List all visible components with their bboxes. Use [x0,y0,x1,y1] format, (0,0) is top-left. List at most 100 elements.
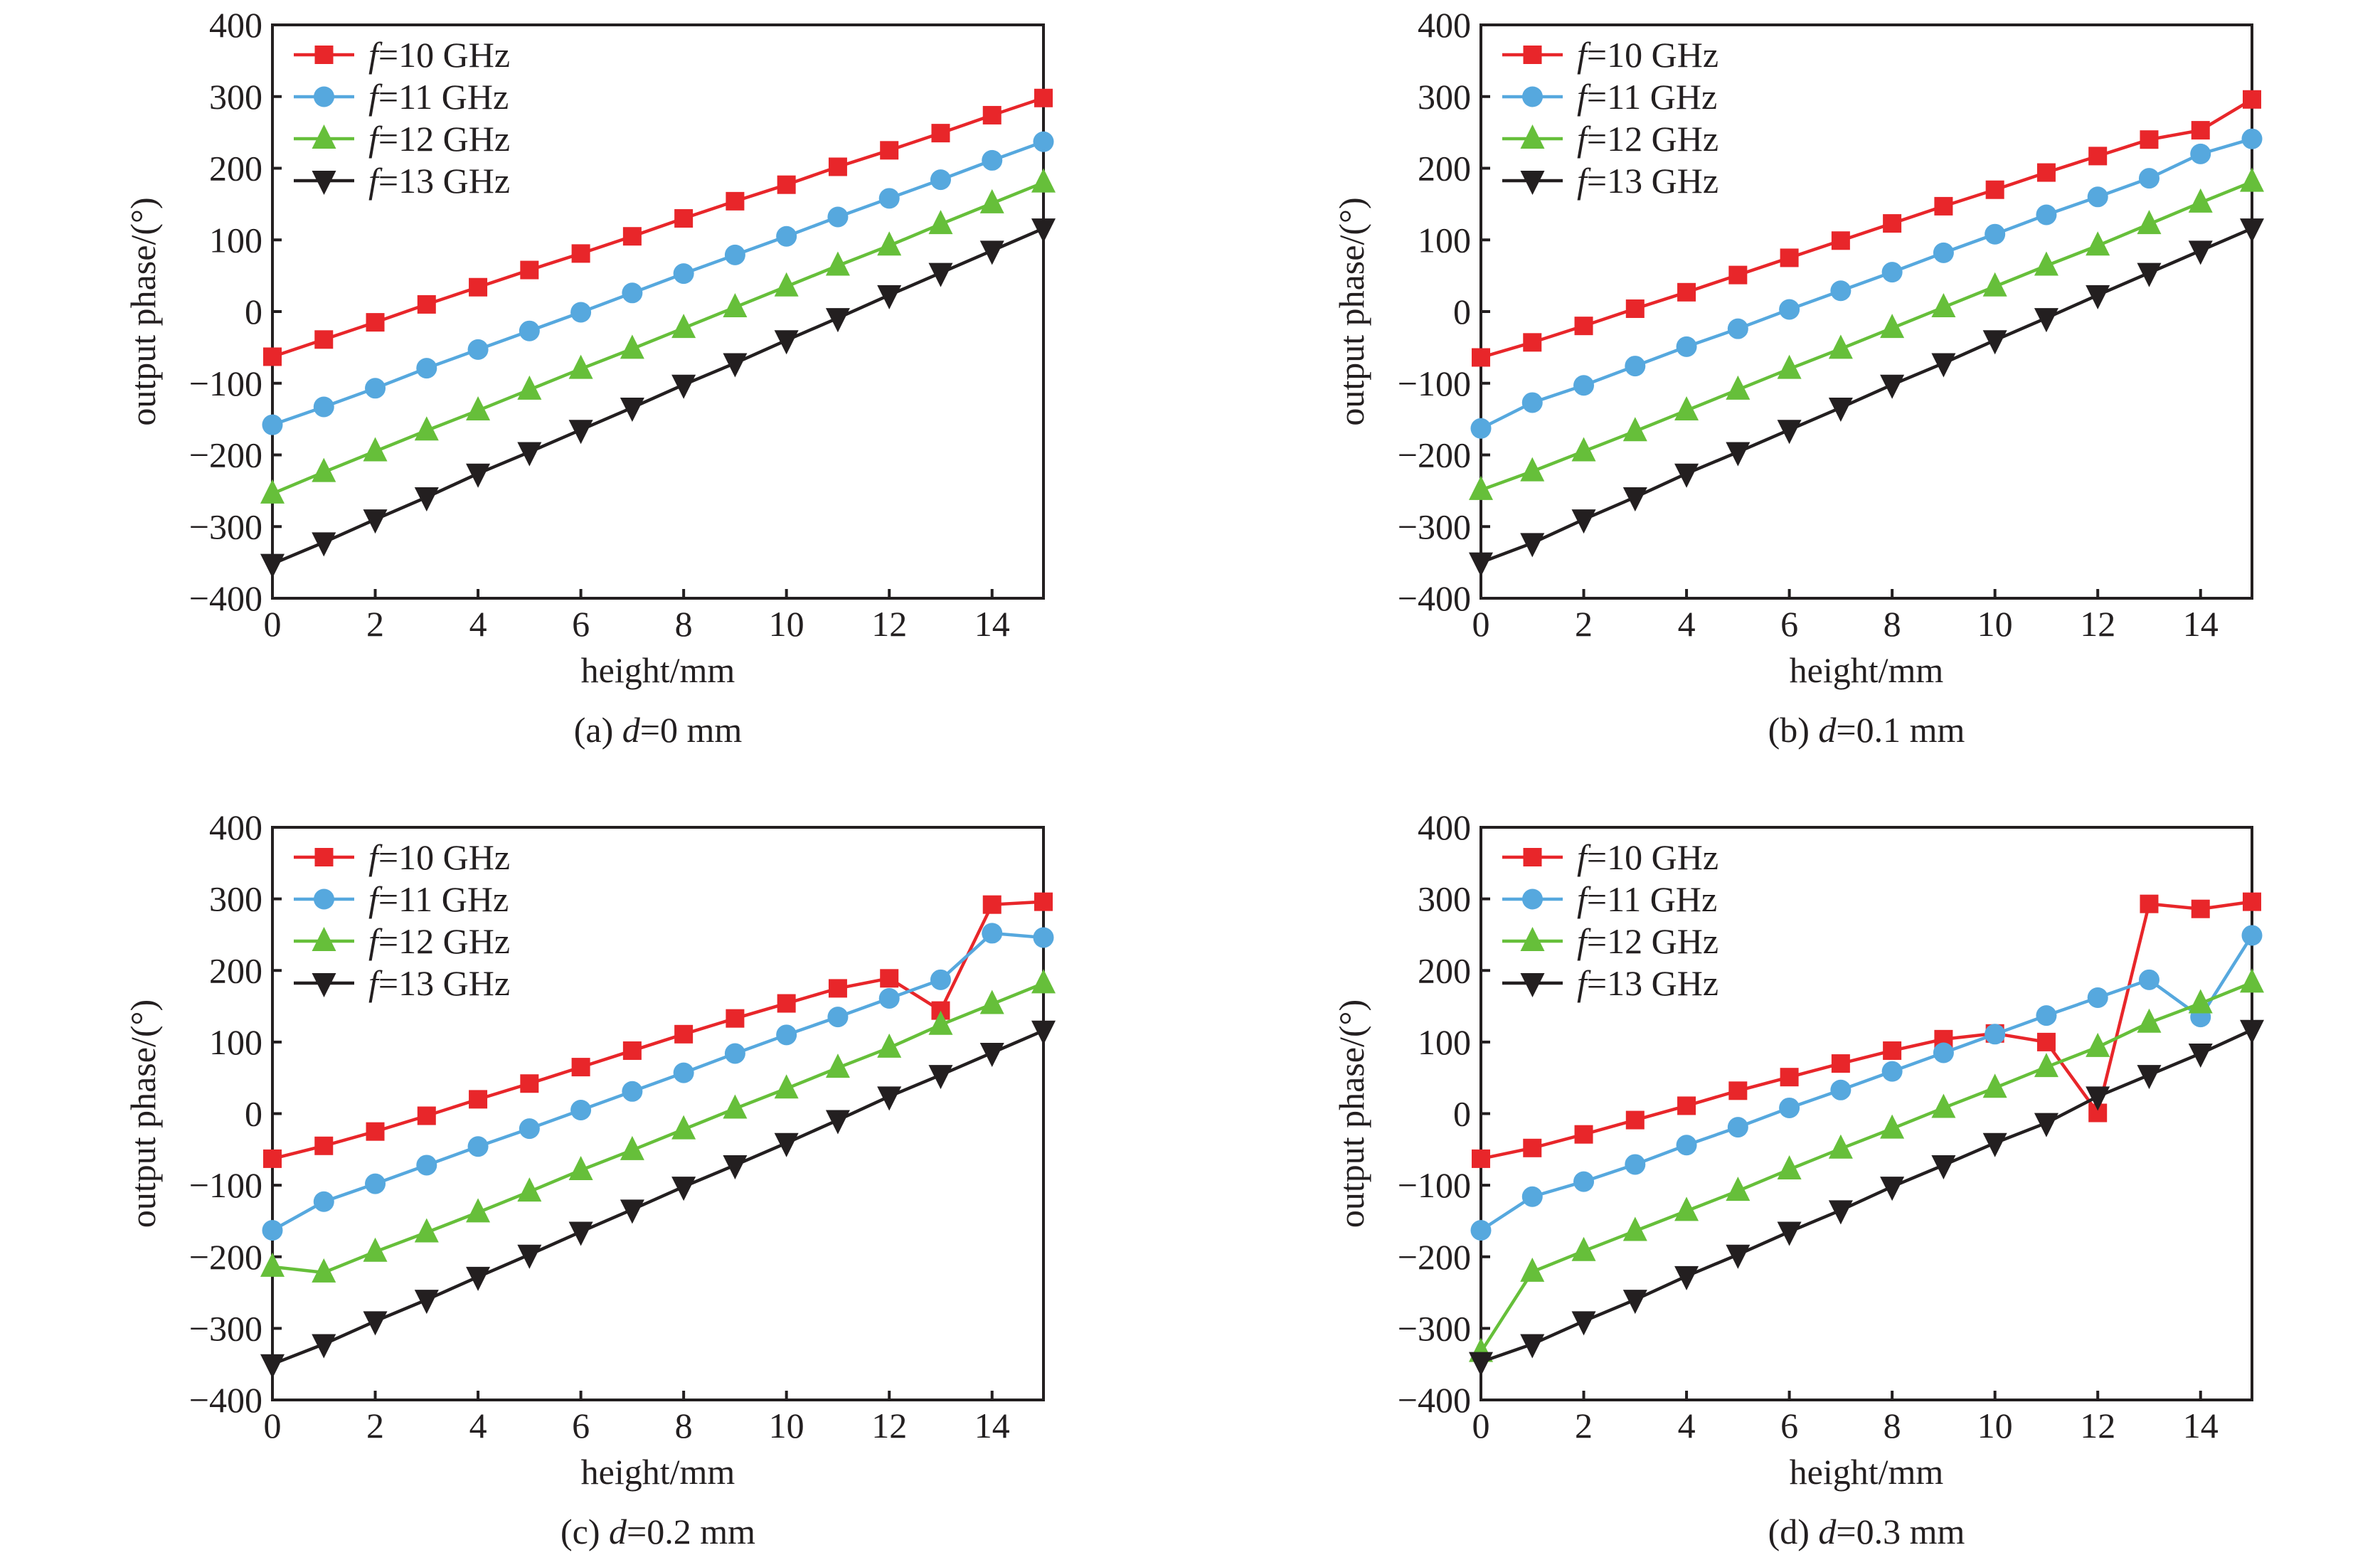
legend-label: f=10 GHz [1577,837,1718,877]
x-tick-label: 2 [366,604,384,644]
y-tick-label: −300 [189,506,262,546]
legend-label: f=12 GHz [1577,921,1718,961]
series-f-10-ghz [263,892,1053,1168]
y-tick-label: −200 [189,1237,262,1277]
data-point [827,1007,849,1028]
data-point [671,374,696,399]
data-point [2034,308,2058,333]
legend-marker-icon [1520,124,1545,149]
x-tick-label: 6 [1780,604,1798,644]
legend-item: f=13 GHz [1502,161,1718,201]
data-point [570,302,592,323]
y-tick-label: −400 [189,1380,262,1420]
series-f-10-ghz [263,88,1053,366]
series-line [272,140,1044,427]
data-point [366,313,385,332]
data-point [414,416,439,441]
legend-value: =12 GHz [378,921,510,961]
y-tick-label: 300 [209,77,262,117]
y-tick-label: 0 [1453,292,1471,331]
data-point [1031,969,1056,994]
data-point [517,375,542,400]
series-line [272,982,1044,1275]
legend-item: f=13 GHz [294,963,510,1003]
data-point [365,378,386,399]
data-point [1831,1054,1850,1073]
legend-item: f=12 GHz [294,119,510,159]
data-point [1727,1117,1748,1138]
data-point [877,285,902,309]
data-point [1622,1290,1647,1315]
data-point [1676,336,1697,357]
data-point [2188,1043,2213,1068]
caption-suffix: =0.1 mm [1836,710,1965,750]
data-point [774,1132,799,1157]
y-tick-label: 300 [209,879,262,919]
data-point [1523,1138,1542,1157]
series-f-13-ghz [1469,218,2264,577]
panel-caption: (c) d=0.2 mm [561,1512,755,1551]
data-point [1883,1041,1902,1060]
data-point [723,353,748,378]
data-point [568,354,593,379]
x-tick-label: 14 [2183,1406,2219,1445]
series-f-12-ghz [1469,968,2264,1362]
data-point [774,1074,799,1099]
data-point [1931,1093,1956,1118]
data-point [827,206,849,228]
legend-label: f=12 GHz [1577,119,1718,159]
data-point [1470,418,1492,439]
data-point [928,262,953,287]
data-point [1520,1334,1545,1359]
data-point [1881,1061,1903,1082]
data-point [877,1033,902,1058]
data-point [1880,1114,1905,1139]
data-point [363,1311,388,1336]
data-point [1520,457,1545,482]
legend-value: =11 GHz [1587,879,1717,919]
data-point [2240,218,2264,243]
y-tick-label: −300 [189,1308,262,1348]
data-point [674,1024,694,1044]
caption-prefix: (b) [1768,710,1819,750]
data-point [1677,1096,1696,1115]
data-point [1674,396,1699,421]
data-point [982,105,1002,124]
data-point [1982,1132,2007,1157]
y-axis-title: output phase/(°) [123,197,163,425]
y-tick-label: −100 [1398,364,1471,403]
caption-prefix: (c) [561,1512,609,1551]
data-point [1780,248,1799,267]
data-point [312,457,336,482]
data-point [979,240,1004,265]
data-point [622,1041,642,1060]
data-point [2137,210,2162,235]
legend-marker-icon [1523,46,1542,64]
data-point [878,188,900,209]
data-point [2036,204,2057,225]
data-point [2240,167,2264,192]
data-point [1472,348,1490,367]
data-point [417,295,436,314]
legend-item: f=10 GHz [294,35,510,75]
x-tick-label: 12 [871,1406,907,1445]
data-point [1674,463,1699,488]
y-tick-label: −400 [1398,578,1471,618]
data-point [1728,1081,1748,1100]
data-point [469,1090,488,1109]
data-point [1469,1352,1493,1376]
y-tick-label: 400 [209,807,262,847]
data-point [260,553,285,578]
y-tick-label: −200 [1398,1237,1471,1277]
legend-marker-icon [1520,171,1545,195]
legend-item: f=10 GHz [294,837,510,877]
data-point [1779,1097,1800,1118]
legend-value: =10 GHz [378,35,510,75]
data-point [979,989,1004,1014]
data-point [1982,272,2007,297]
legend-item: f=11 GHz [294,879,509,919]
data-point [2086,1032,2110,1057]
data-point [466,1198,491,1223]
x-tick-label: 0 [264,604,282,644]
